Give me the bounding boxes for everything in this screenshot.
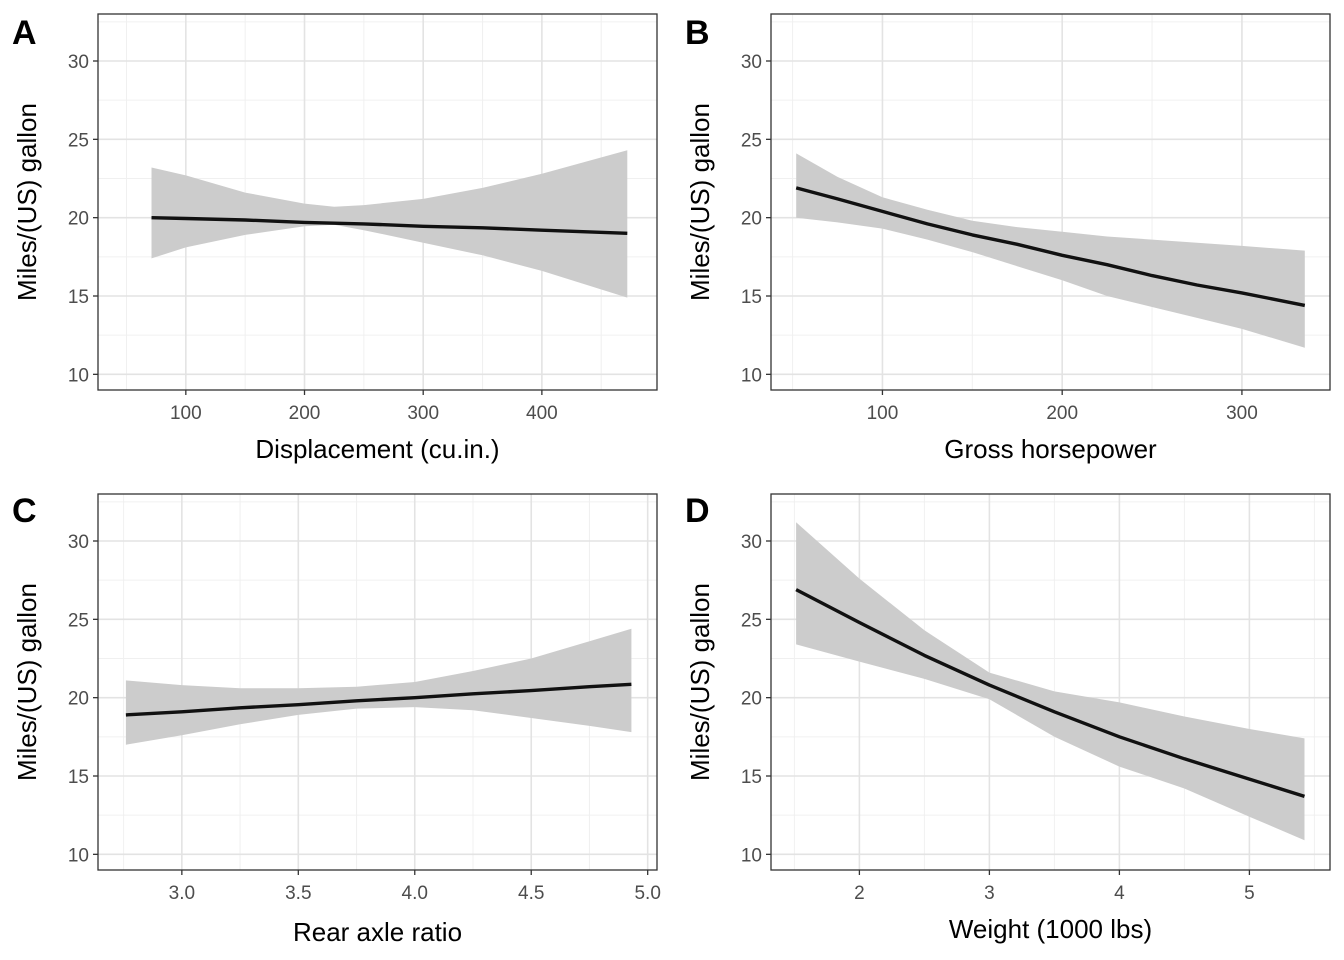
y-tick-label: 15 [741,287,762,308]
panel-tag: C [12,492,37,530]
y-tick-label: 25 [68,610,89,631]
x-axis-title: Rear axle ratio [293,917,462,947]
y-tick-label: 25 [68,130,89,151]
y-tick-label: 30 [741,52,762,73]
y-tick-label: 10 [741,365,762,386]
chart-panel-c: 10 15 20 25 30 3.0 3.5 4.0 4.5 5.0 Rear axle ratio… [12,492,661,947]
x-tick-label: 2 [854,883,865,904]
x-tick-label: 3.5 [285,883,311,904]
y-axis-title: Miles/(US) gallon [685,583,715,781]
chart-panel-a: 10 15 20 25 30 100 200 300 400 Displacement (cu.i… [12,13,658,464]
x-tick-label: 5.0 [634,883,660,904]
x-tick-label: 100 [867,403,899,424]
x-tick-label: 100 [170,403,202,424]
y-tick-label: 25 [741,130,762,151]
x-tick-label: 3 [984,883,995,904]
panel-border [770,493,1331,871]
y-tick-label: 20 [741,209,762,230]
y-tick-label: 20 [741,689,762,710]
panel-tag: B [685,14,710,52]
y-axis-title: Miles/(US) gallon [12,103,42,301]
y-tick-label: 20 [68,689,89,710]
y-tick-label: 15 [741,767,762,788]
x-tick-label: 4 [1114,883,1125,904]
x-axis-title: Weight (1000 lbs) [949,914,1152,944]
chart-panel-d: 10 15 20 25 30 2 3 4 5 Weight (1000 lbs) Miles/(US… [685,492,1331,944]
x-tick-label: 300 [407,403,439,424]
x-tick-label: 200 [1046,403,1078,424]
y-axis-title: Miles/(US) gallon [685,103,715,301]
fit-line [795,186,1306,308]
fit-line [151,216,628,235]
panel-tag: D [685,492,710,530]
x-axis-title: Displacement (cu.in.) [255,434,499,464]
x-tick-label: 4.0 [402,883,428,904]
fit-line [795,588,1306,799]
y-tick-label: 10 [68,365,89,386]
x-tick-label: 5 [1244,883,1255,904]
confidence-ribbon [796,153,1305,348]
confidence-ribbon [796,522,1305,841]
y-tick-label: 15 [68,287,89,308]
confidence-ribbon [125,628,632,745]
panel-border [770,13,1331,391]
y-tick-label: 30 [741,532,762,553]
fit-line [125,682,632,717]
x-tick-label: 4.5 [518,883,544,904]
y-tick-label: 10 [68,845,89,866]
y-tick-label: 20 [68,209,89,230]
x-tick-label: 300 [1226,403,1258,424]
y-tick-label: 30 [68,52,89,73]
x-tick-label: 200 [289,403,321,424]
y-tick-label: 10 [741,845,762,866]
y-axis-title: Miles/(US) gallon [12,583,42,781]
panel-border [97,13,658,391]
chart-panel-b: 10 15 20 25 30 100 200 300 Gross horsepower Miles… [685,13,1331,464]
x-tick-label: 400 [526,403,558,424]
y-tick-label: 30 [68,532,89,553]
x-tick-label: 3.0 [169,883,195,904]
x-axis-title: Gross horsepower [944,434,1157,464]
y-tick-label: 15 [68,767,89,788]
panel-tag: A [12,14,37,52]
panel-border [97,493,658,871]
y-tick-label: 25 [741,610,762,631]
